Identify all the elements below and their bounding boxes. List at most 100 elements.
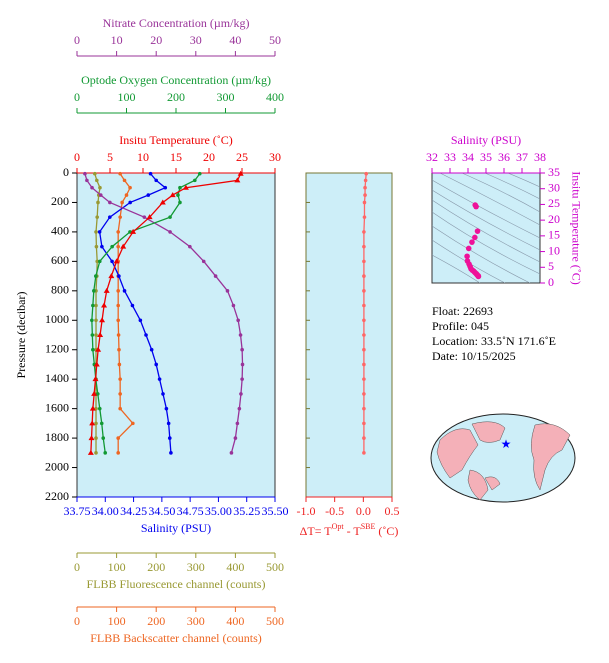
marker: [120, 243, 127, 249]
marker: [94, 436, 98, 440]
y-tick-label: 200: [51, 194, 69, 208]
marker: [97, 259, 102, 264]
marker: [118, 377, 122, 381]
marker: [149, 347, 154, 352]
ts-point: [472, 234, 478, 241]
marker: [362, 406, 366, 411]
marker: [178, 185, 182, 190]
marker: [95, 346, 102, 352]
marker: [124, 193, 129, 197]
marker: [100, 244, 104, 249]
x-tick-label: 20: [203, 150, 215, 164]
marker: [213, 274, 218, 278]
x-tick-label: 34: [462, 150, 474, 164]
x-tick-label: 34.25: [120, 504, 147, 518]
marker: [154, 362, 158, 367]
x-tick-label: 300: [217, 90, 235, 104]
marker: [130, 228, 137, 234]
marker: [128, 185, 132, 190]
x-tick-label: 40: [229, 33, 241, 47]
profile-line: [91, 173, 201, 453]
x-tick-label: 15: [170, 150, 182, 164]
x-tick-label: 34.00: [92, 504, 119, 518]
y-tick-label: 600: [51, 253, 69, 267]
marker: [99, 317, 106, 323]
marker: [362, 215, 367, 219]
x-tick-label: 33: [444, 150, 456, 164]
x-tick-label: 500: [266, 614, 284, 628]
marker: [362, 318, 366, 323]
world-map: ★: [430, 413, 576, 503]
marker: [94, 303, 98, 308]
x-axis-title-part: ΔT= T: [300, 524, 333, 538]
x-tick-label: 400: [226, 614, 244, 628]
marker: [182, 184, 189, 190]
marker: [95, 259, 99, 264]
marker: [231, 303, 236, 308]
x-tick-label: 10: [137, 150, 149, 164]
x-tick-label: 35.00: [205, 504, 232, 518]
marker: [113, 258, 120, 264]
marker: [91, 347, 95, 352]
x-tick-label: 200: [167, 90, 185, 104]
marker: [238, 333, 243, 337]
marker: [362, 244, 366, 249]
y-axis-title: Insitu Temperature (˚C): [569, 171, 583, 285]
marker: [92, 376, 99, 382]
marker: [101, 436, 106, 440]
marker: [87, 449, 94, 455]
x-tick-label: 100: [118, 90, 136, 104]
y-tick-label: 15: [548, 228, 560, 242]
marker: [110, 244, 114, 249]
marker: [235, 421, 240, 426]
y-tick-label: 0: [548, 275, 554, 289]
marker: [97, 332, 104, 337]
y-tick-label: 1200: [45, 341, 69, 355]
marker: [362, 230, 366, 234]
marker: [362, 259, 366, 264]
x-axis-title: Insitu Temperature (˚C): [119, 133, 233, 147]
marker: [362, 421, 366, 426]
x-axis-title-part: Opt: [332, 522, 345, 531]
marker: [167, 436, 172, 440]
marker: [108, 215, 112, 219]
marker: [108, 200, 112, 205]
marker: [362, 392, 366, 396]
marker: [108, 273, 115, 279]
marker: [157, 377, 162, 381]
marker: [83, 171, 87, 176]
marker: [118, 406, 122, 411]
ts-point: [475, 273, 482, 280]
marker: [240, 377, 244, 381]
marker: [188, 244, 192, 249]
y-tick-label: 0: [63, 165, 69, 179]
marker: [362, 200, 367, 205]
marker: [237, 406, 242, 411]
marker: [362, 377, 366, 381]
marker: [148, 171, 153, 176]
info-line: Float: 22693: [432, 304, 493, 318]
marker: [116, 436, 120, 440]
marker: [364, 171, 369, 176]
marker: [146, 193, 151, 197]
y-tick-label: 1600: [45, 400, 69, 414]
marker: [362, 436, 366, 440]
marker: [116, 451, 120, 455]
info-line: Profile: 045: [432, 319, 489, 333]
y-tick-label: 2200: [45, 489, 69, 503]
marker: [201, 259, 206, 264]
marker: [96, 200, 100, 205]
x-axis-title: Nitrate Concentration (µm/kg): [103, 16, 250, 30]
marker: [166, 421, 171, 426]
marker: [91, 390, 98, 396]
profile-line: [84, 173, 244, 453]
x-tick-label: 38: [534, 150, 546, 164]
marker: [88, 435, 95, 441]
marker: [116, 303, 120, 308]
marker: [168, 215, 172, 219]
marker: [116, 318, 120, 323]
x-tick-label: 25: [236, 150, 248, 164]
x-tick-label: 34.50: [148, 504, 175, 518]
marker: [93, 171, 97, 176]
